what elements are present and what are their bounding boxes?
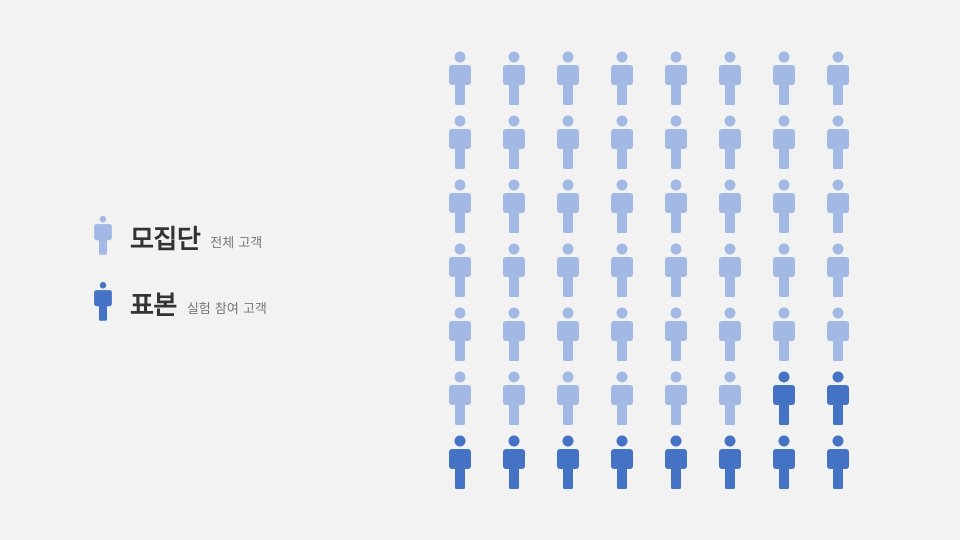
legend-sample-title: 표본 [130, 290, 177, 321]
population-person-icon [719, 307, 741, 361]
sample-person-icon [827, 371, 849, 425]
population-person-icon [611, 243, 633, 297]
population-person-icon [611, 307, 633, 361]
population-person-icon [719, 371, 741, 425]
population-person-icon [827, 307, 849, 361]
population-person-icon [557, 179, 579, 233]
sample-person-icon [94, 282, 112, 321]
population-person-icon [773, 115, 795, 169]
legend-population-title: 모집단 [130, 224, 201, 255]
sample-person-icon [611, 435, 633, 489]
population-person-icon [503, 371, 525, 425]
population-person-icon [503, 243, 525, 297]
population-person-icon [611, 115, 633, 169]
sample-person-icon [773, 435, 795, 489]
legend-population: 모집단 전체 고객 [94, 216, 262, 258]
legend-sample: 표본 실험 참여 고객 [94, 282, 267, 324]
legend-population-subtitle: 전체 고객 [210, 235, 263, 251]
population-person-icon [557, 243, 579, 297]
sample-person-icon [773, 371, 795, 425]
population-person-icon [827, 115, 849, 169]
population-person-icon [449, 179, 471, 233]
population-person-icon [665, 243, 687, 297]
population-person-icon [827, 51, 849, 105]
population-person-icon [719, 179, 741, 233]
sample-person-icon [449, 435, 471, 489]
population-person-icon [719, 243, 741, 297]
population-person-icon [665, 307, 687, 361]
population-person-icon [503, 51, 525, 105]
sample-person-icon [557, 435, 579, 489]
population-person-icon [557, 307, 579, 361]
population-person-icon [557, 51, 579, 105]
population-person-icon [449, 115, 471, 169]
population-person-icon [611, 371, 633, 425]
sample-person-icon [719, 435, 741, 489]
population-person-icon [719, 115, 741, 169]
sample-person-icon [503, 435, 525, 489]
population-person-icon [827, 179, 849, 233]
population-person-icon [665, 51, 687, 105]
population-person-icon [665, 179, 687, 233]
population-person-icon [719, 51, 741, 105]
population-person-icon [773, 307, 795, 361]
sample-person-icon [665, 435, 687, 489]
population-person-icon [773, 51, 795, 105]
population-person-icon [611, 51, 633, 105]
population-person-icon [503, 307, 525, 361]
population-person-icon [773, 243, 795, 297]
population-person-icon [94, 216, 112, 255]
legend-sample-subtitle: 실험 참여 고객 [186, 301, 267, 317]
population-person-icon [557, 115, 579, 169]
sample-person-icon [827, 435, 849, 489]
population-person-icon [557, 371, 579, 425]
population-person-icon [503, 115, 525, 169]
population-person-icon [503, 179, 525, 233]
population-person-icon [449, 371, 471, 425]
population-person-icon [773, 179, 795, 233]
population-person-icon [827, 243, 849, 297]
population-person-icon [665, 371, 687, 425]
population-person-icon [449, 243, 471, 297]
population-person-icon [665, 115, 687, 169]
population-person-icon [449, 307, 471, 361]
population-person-icon [611, 179, 633, 233]
population-person-icon [449, 51, 471, 105]
